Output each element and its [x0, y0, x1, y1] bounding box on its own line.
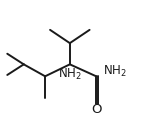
Text: NH$_2$: NH$_2$	[58, 66, 82, 82]
Text: NH$_2$: NH$_2$	[103, 63, 126, 79]
Text: O: O	[91, 103, 101, 116]
